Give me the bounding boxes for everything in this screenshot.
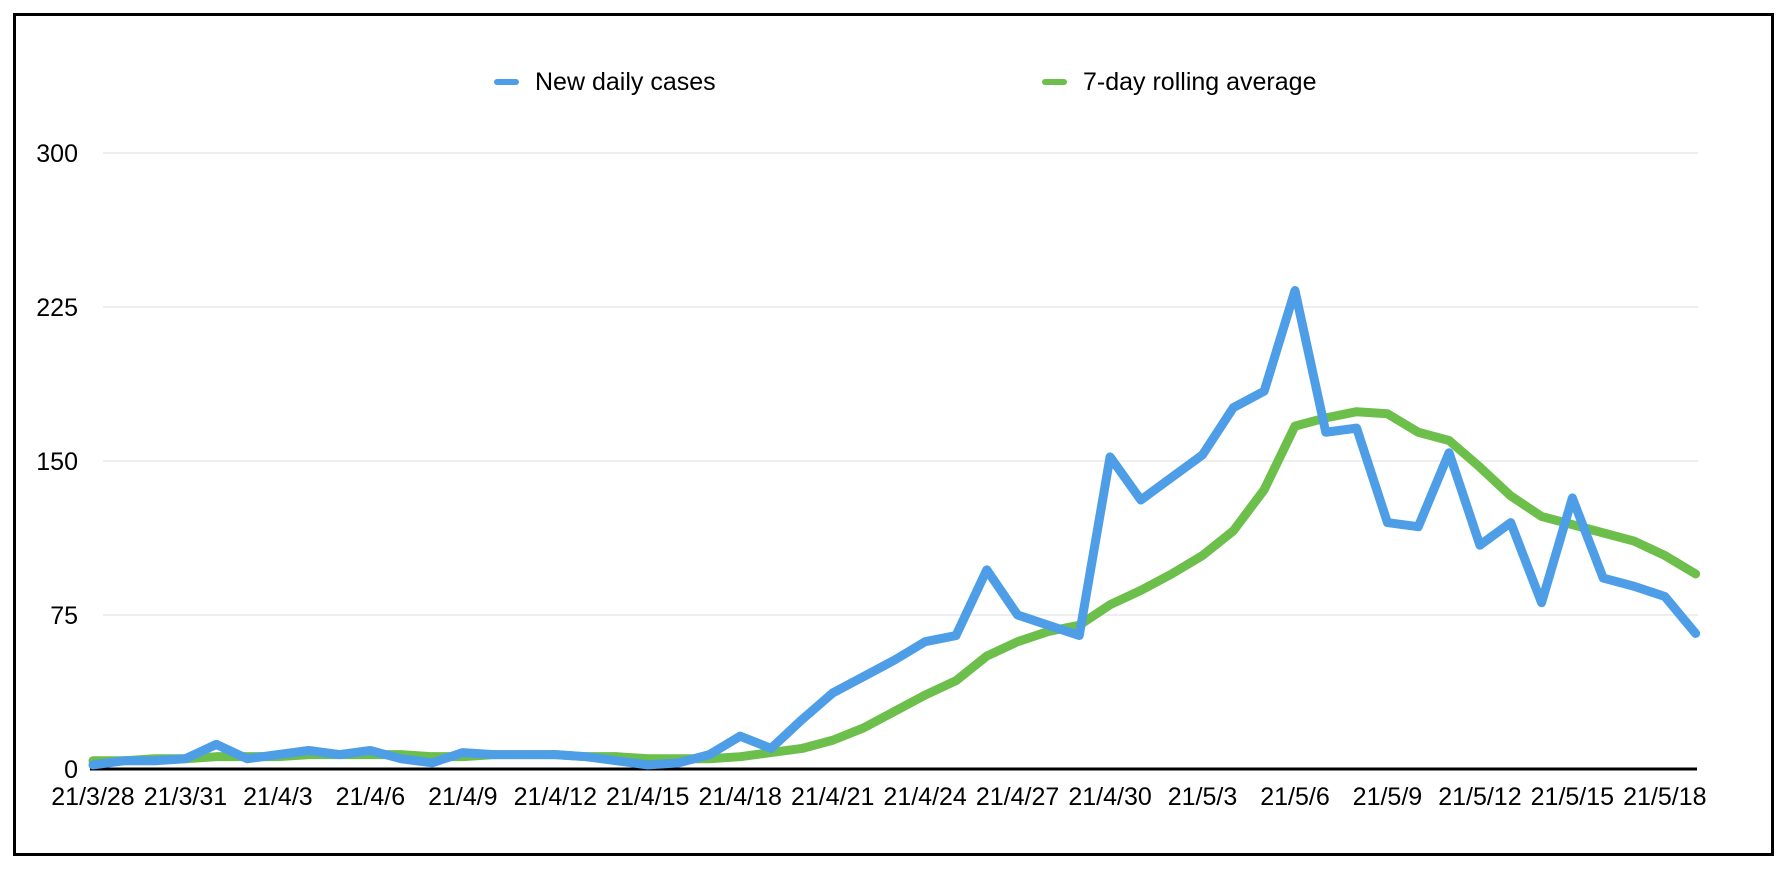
legend-item-rolling-average: 7-day rolling average — [1042, 68, 1316, 96]
x-axis-tick-label: 21/4/21 — [791, 783, 874, 811]
x-axis-tick-label: 21/4/9 — [428, 783, 498, 811]
x-axis-tick-label: 21/4/27 — [976, 783, 1059, 811]
daily-cases-legend-swatch — [494, 79, 519, 85]
x-axis-tick-label: 21/3/28 — [51, 783, 134, 811]
legend-item-daily-cases: New daily cases — [494, 68, 716, 96]
x-axis-tick-label: 21/5/6 — [1260, 783, 1330, 811]
y-axis-tick-label: 75 — [50, 602, 78, 630]
rolling-average-legend-swatch — [1042, 79, 1067, 85]
chart-legend: New daily cases 7-day rolling average — [16, 68, 1788, 98]
x-axis-tick-label: 21/5/15 — [1531, 783, 1614, 811]
x-axis-tick-label: 21/4/24 — [883, 783, 967, 811]
x-axis-tick-label: 21/4/12 — [514, 783, 597, 811]
y-axis-tick-label: 300 — [36, 140, 78, 168]
rolling-average-legend-label: 7-day rolling average — [1083, 67, 1317, 96]
x-axis-tick-label: 21/5/3 — [1168, 783, 1238, 811]
x-axis-tick-label: 21/4/15 — [606, 783, 689, 811]
y-axis-tick-label: 150 — [36, 448, 78, 476]
x-axis-tick-label: 21/3/31 — [144, 783, 227, 811]
x-axis-tick-label: 21/5/12 — [1438, 783, 1521, 811]
x-axis-tick-label: 21/4/6 — [336, 783, 406, 811]
x-axis-tick-label: 21/4/30 — [1068, 783, 1151, 811]
y-axis-tick-label: 225 — [36, 294, 78, 322]
daily-cases-line — [88, 286, 1701, 770]
y-axis-tick-label: 0 — [64, 756, 78, 784]
x-axis-tick-label: 21/5/18 — [1623, 783, 1706, 811]
daily-cases-legend-label: New daily cases — [535, 67, 716, 96]
x-axis-tick-label: 21/4/18 — [699, 783, 782, 811]
x-axis-tick-label: 21/5/9 — [1353, 783, 1423, 811]
x-axis-tick-label: 21/4/3 — [243, 783, 313, 811]
